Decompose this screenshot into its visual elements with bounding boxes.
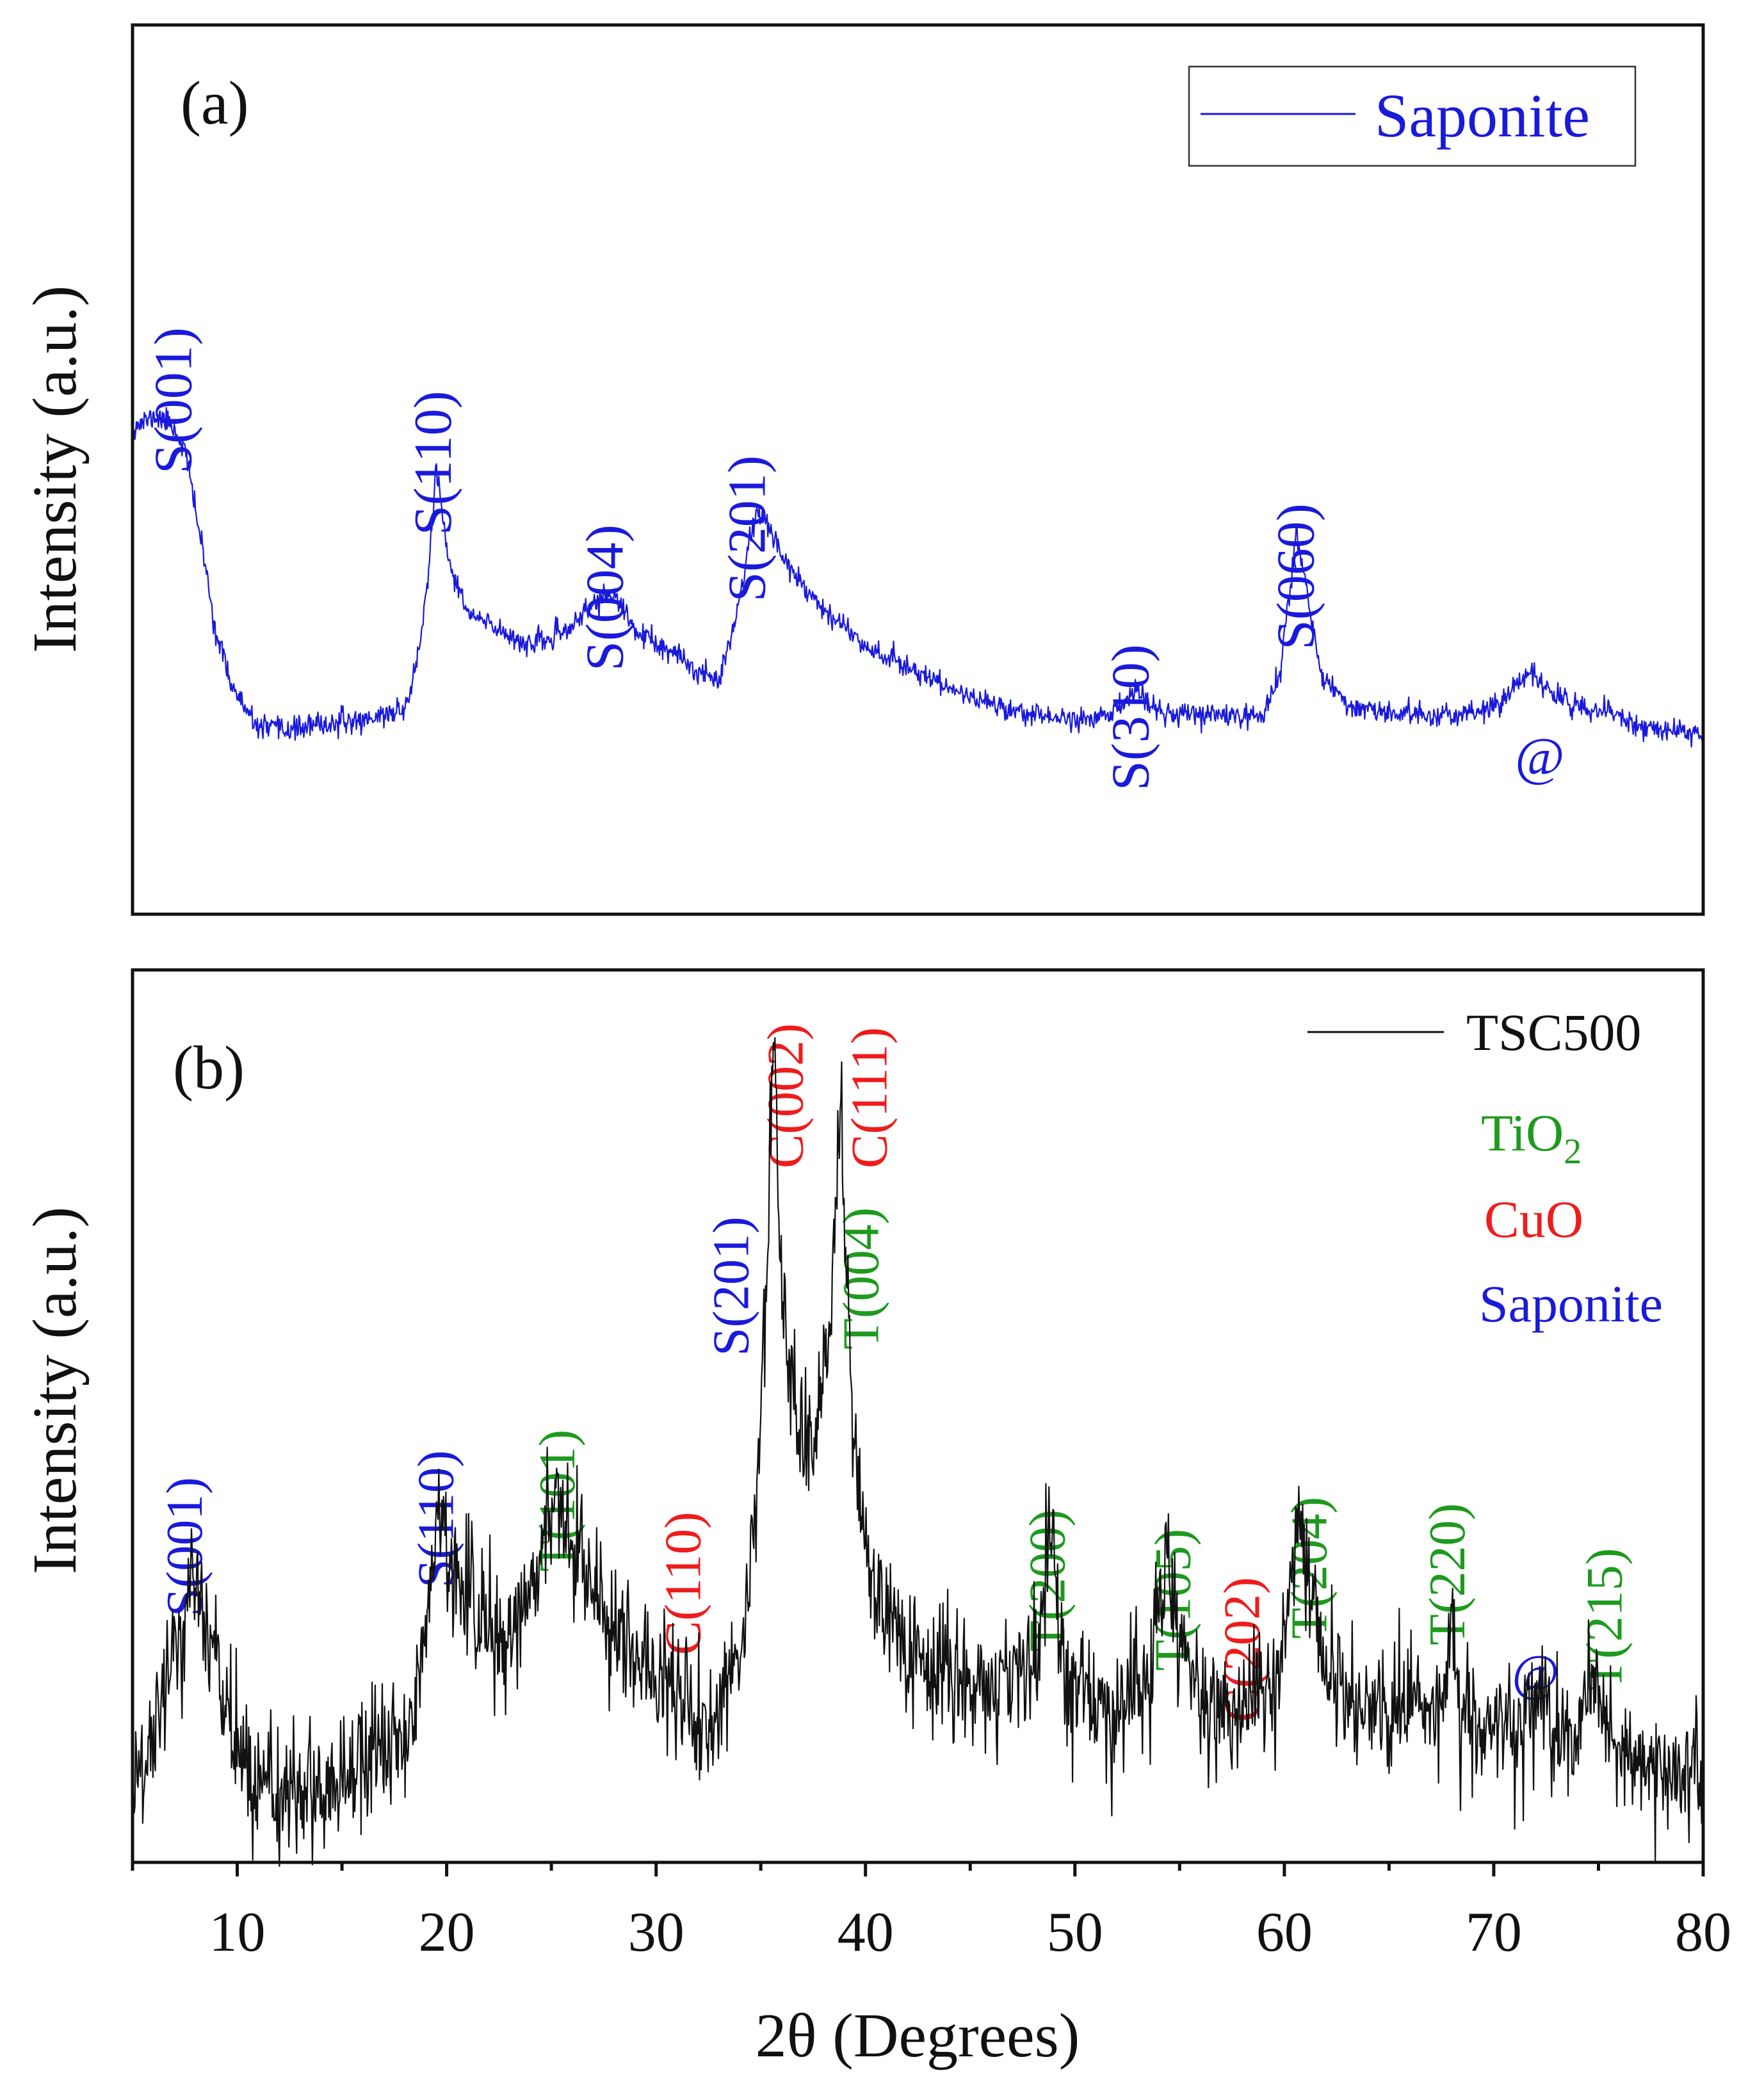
panel-a-legend: Saponite bbox=[1188, 65, 1637, 167]
panel-b-peak-label: S(201) bbox=[704, 1216, 760, 1356]
panel-b-legend-tio2-main: TiO bbox=[1481, 1104, 1564, 1162]
x-tick-label: 40 bbox=[837, 1901, 894, 1964]
x-tick-label: 80 bbox=[1675, 1901, 1731, 1964]
panel-b-legend-label-cuo: CuO bbox=[1484, 1190, 1583, 1248]
panel-a-peak-label: S(001) bbox=[144, 327, 204, 474]
panel-b-ylabel: Intensity (a.u.) bbox=[20, 1207, 90, 1574]
panel-b: S(001) S(110) T(101)C(110)S(201)C(002) C(11… bbox=[20, 968, 1731, 2070]
panel-b-legend-label-tio2: TiO2 bbox=[1481, 1104, 1582, 1172]
panel-b-peak-label: C(111) bbox=[841, 1027, 898, 1168]
x-tick-label: 30 bbox=[628, 1901, 684, 1964]
panel-a-legend-box bbox=[1188, 65, 1637, 167]
panel-a-legend-label: Saponite bbox=[1375, 81, 1590, 150]
panel-a-peak-label: @ bbox=[1515, 727, 1564, 787]
panel-b-label: (b) bbox=[173, 1033, 245, 1102]
panel-b-peak-label: C(002) bbox=[758, 1023, 814, 1168]
panel-b-series-line bbox=[131, 1036, 1704, 1867]
panel-a-label: (a) bbox=[181, 69, 249, 137]
panel-a-annotations: S(001) S(110)S(004) S(201)S(310)S(060)@ bbox=[144, 327, 1565, 791]
panel-b-legend-label-tsc500: TSC500 bbox=[1466, 1003, 1641, 1061]
panel-b-peak-label: T(004) bbox=[833, 1207, 889, 1350]
x-tick-label: 10 bbox=[209, 1901, 266, 1964]
x-tick-label: 60 bbox=[1256, 1901, 1313, 1964]
x-tick-label: 20 bbox=[419, 1901, 475, 1964]
panel-b-legend-label-saponite: Saponite bbox=[1479, 1275, 1663, 1333]
panel-b-peak-label: S(001) bbox=[157, 1477, 213, 1617]
panel-b-legend-tio2-subscript: 2 bbox=[1564, 1132, 1582, 1172]
panel-b-x-axis: 10 20 30 40 50 60 70 80 bbox=[131, 1862, 1731, 1964]
panel-a-ylabel: Intensity (a.u.) bbox=[20, 286, 90, 653]
panel-a: S(001) S(110)S(004) S(201)S(310)S(060)@ (a… bbox=[20, 23, 1705, 916]
panel-a-frame bbox=[131, 23, 1705, 916]
panel-b-peak-label: T(215) bbox=[1576, 1548, 1633, 1690]
panel-a-series-line bbox=[131, 407, 1704, 748]
x-tick-label: 50 bbox=[1047, 1901, 1103, 1964]
x-tick-label: 70 bbox=[1466, 1901, 1522, 1964]
panel-b-frame bbox=[131, 968, 1705, 1864]
panel-b-legend: TSC500 TiO2 CuO Saponite bbox=[1307, 1003, 1663, 1333]
panel-b-peak-label: T(220) bbox=[1420, 1503, 1476, 1645]
panel-b-xlabel: 2θ (Degrees) bbox=[756, 2001, 1080, 2070]
